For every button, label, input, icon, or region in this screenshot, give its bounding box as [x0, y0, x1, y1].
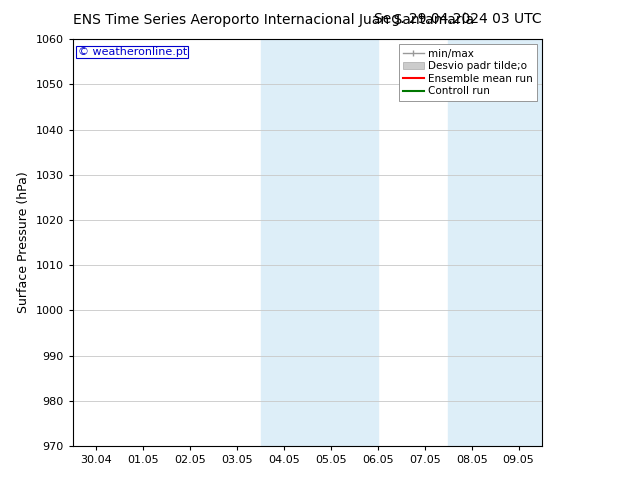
Bar	[448, 39, 542, 446]
Legend: min/max, Desvio padr tilde;o, Ensemble mean run, Controll run: min/max, Desvio padr tilde;o, Ensemble m…	[399, 45, 537, 100]
Y-axis label: Surface Pressure (hPa): Surface Pressure (hPa)	[17, 172, 30, 314]
Text: ENS Time Series Aeroporto Internacional Juan Santamaría: ENS Time Series Aeroporto Internacional …	[73, 12, 474, 27]
Text: © weatheronline.pt: © weatheronline.pt	[77, 48, 187, 57]
Bar	[261, 39, 378, 446]
Text: Seg. 29.04.2024 03 UTC: Seg. 29.04.2024 03 UTC	[375, 12, 542, 26]
